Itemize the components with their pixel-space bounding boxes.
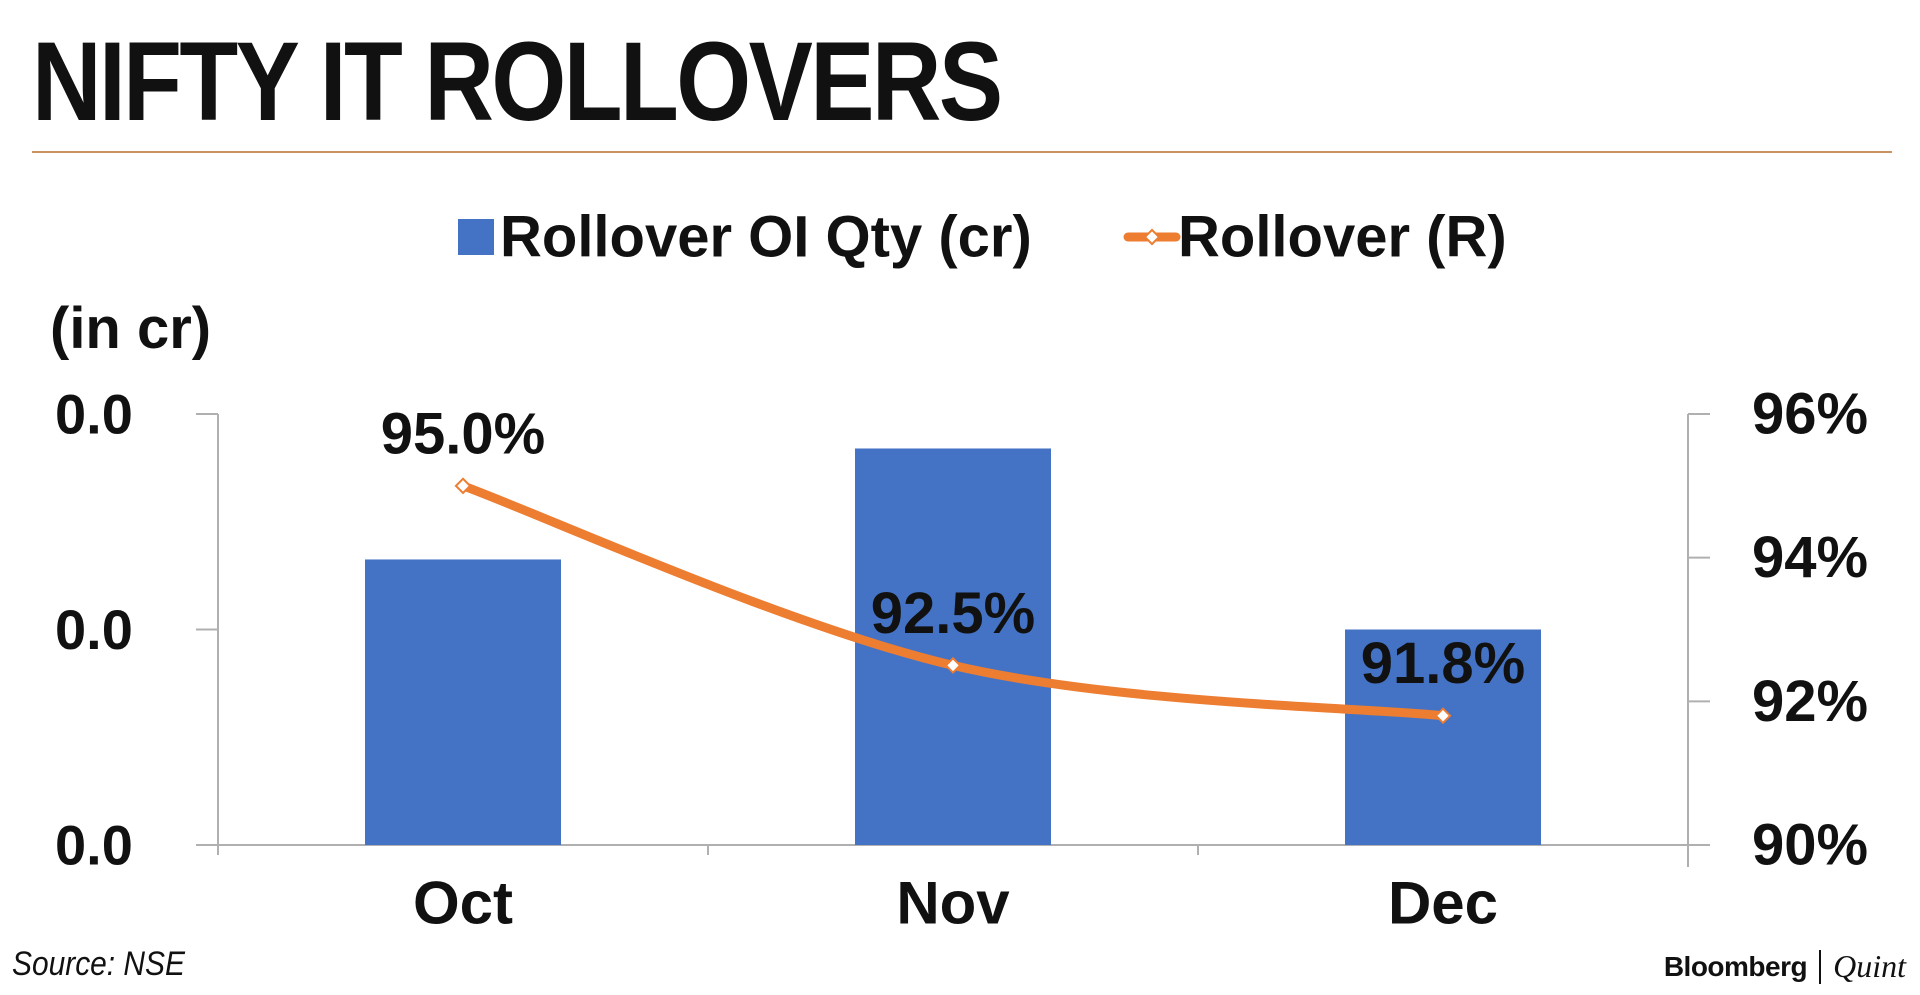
title-divider [32, 151, 1892, 153]
line-data-label: 95.0% [381, 401, 545, 466]
brand-bloomberg: Bloomberg [1663, 950, 1808, 982]
legend-label-bars: Rollover OI Qty (cr) [500, 205, 1032, 270]
line-data-label: 91.8% [1361, 631, 1525, 696]
brand-separator [1819, 949, 1822, 984]
bar [1345, 629, 1541, 845]
brand-quint: Quint [1833, 948, 1906, 984]
x-tick-label: Dec [1388, 870, 1498, 937]
right-tick-label: 90% [1752, 813, 1868, 878]
legend-swatch-bars [458, 219, 494, 255]
line-point-marker [1434, 707, 1452, 725]
bar [365, 559, 561, 845]
right-tick-label: 94% [1752, 525, 1868, 590]
x-tick-label: Oct [413, 870, 513, 937]
source-note: Source: NSE [12, 945, 185, 983]
chart-text: 0.0 0.0 0.0 (in cr) 90% 92% 94% 96% Oct Nov Dec 95.… [50, 205, 1868, 937]
left-tick-label: 0.0 [55, 814, 133, 877]
x-tick-label: Nov [896, 870, 1010, 937]
legend: Rollover OI Qty (cr) Rollover (R) [458, 205, 1507, 270]
line-point-marker [944, 656, 962, 674]
rollover-chart: 0.0 0.0 0.0 (in cr) 90% 92% 94% 96% Oct Nov Dec 95.… [50, 205, 1868, 937]
left-tick-label: 0.0 [55, 383, 133, 446]
brand-logo: Bloomberg Quint [1664, 948, 1906, 985]
right-tick-label: 96% [1752, 382, 1868, 447]
right-tick-label: 92% [1752, 669, 1868, 734]
legend-swatch-marker [1143, 228, 1161, 246]
left-tick-label: 0.0 [55, 598, 133, 661]
line-series [454, 477, 1452, 725]
legend-label-line: Rollover (R) [1178, 205, 1507, 270]
line-data-label: 92.5% [871, 581, 1035, 646]
left-axis-label: (in cr) [50, 296, 211, 361]
line-point-marker [454, 477, 472, 495]
page-title: NIFTY IT ROLLOVERS [32, 19, 1003, 144]
